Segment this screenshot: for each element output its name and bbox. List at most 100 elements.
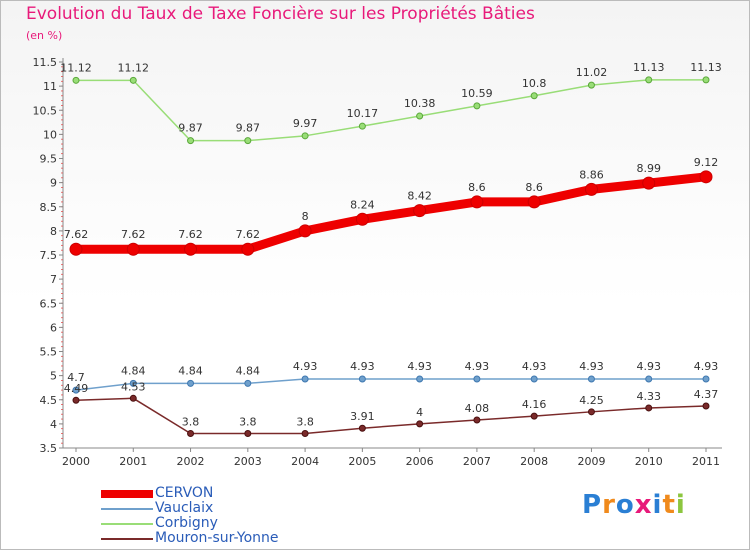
data-point [187,430,195,438]
data-point [72,76,80,84]
data-label: 4.93 [350,360,375,373]
data-point [416,375,424,383]
data-point [129,379,137,387]
series-line-corbigny [75,79,707,142]
legend-swatch [101,523,153,525]
axes: 3.5 4 4.5 5 5.5 6 6.5 7 7.5 8 8.5 9 9.5 10 10.5 11 11.5 2… [33,56,722,468]
data-label: 4.93 [636,360,661,373]
data-point [416,420,424,428]
data-point [527,195,541,209]
data-label: 8.99 [636,162,661,175]
data-point [699,170,713,184]
data-point [184,242,198,256]
data-point [358,122,366,130]
data-label: 4.93 [407,360,432,373]
y-tick-label: 10.5 [33,104,58,117]
data-point [587,375,595,383]
y-tick-label: 8 [50,225,57,238]
x-tick-label: 2001 [119,455,147,468]
data-point [298,224,312,238]
y-tick-label: 4.5 [40,394,58,407]
data-point [530,375,538,383]
legend-label: Mouron-sur-Yonne [155,530,279,546]
data-label: 8.6 [468,181,486,194]
y-tick-label: 9.5 [40,153,58,166]
data-label: 10.8 [522,77,547,90]
x-tick-label: 2007 [463,455,491,468]
data-point [645,404,653,412]
chart-title: Evolution du Taux de Taxe Foncière sur l… [26,4,535,24]
data-point [301,375,309,383]
data-label: 9.87 [178,122,203,135]
data-label: 7.62 [236,228,261,241]
x-tick-label: 2011 [692,455,720,468]
data-label: 4.93 [579,360,604,373]
data-point [187,137,195,145]
data-point [72,386,80,394]
series-line-cervon [71,172,711,254]
data-label: 7.62 [64,228,89,241]
data-point [702,76,710,84]
y-tick-label: 10 [43,128,57,141]
y-tick-label: 7 [50,273,57,286]
data-point [301,430,309,438]
y-tick-label: 3.5 [40,442,58,455]
data-point [473,416,481,424]
data-label: 9.87 [236,122,261,135]
x-tick-label: 2004 [291,455,319,468]
x-tick-label: 2006 [406,455,434,468]
data-point [702,402,710,410]
data-label: 7.62 [178,228,203,241]
x-tick-label: 2008 [520,455,548,468]
data-label: 8.86 [579,168,604,181]
data-point [530,412,538,420]
legend-label: CERVON [155,485,214,501]
data-label: 11.12 [118,61,150,74]
data-label: 4.93 [465,360,490,373]
data-label: 4.93 [293,360,318,373]
data-point [473,375,481,383]
data-point [244,430,252,438]
data-point [645,76,653,84]
chart-subtitle: (en %) [26,29,63,42]
data-point [129,76,137,84]
data-point [244,379,252,387]
data-label: 3.8 [182,416,200,429]
data-point [129,394,137,402]
y-tick-label: 4 [50,418,57,431]
data-label: 10.38 [404,97,436,110]
data-label: 4.7 [67,371,85,384]
data-point [702,375,710,383]
data-point [126,242,140,256]
logo-letter: r [602,490,616,520]
data-label: 3.91 [350,410,375,423]
series-line-mouron-sur-yonne [75,397,707,435]
logo-letter: x [634,490,653,520]
legend-label: Vauclaix [155,500,214,516]
data-label: 11.13 [633,61,665,74]
legend-swatch [101,490,153,498]
data-point [645,375,653,383]
data-point [413,204,427,218]
data-label: 4.08 [465,402,490,415]
data-label: 4.16 [522,398,547,411]
data-point [642,176,656,190]
data-label: 4.53 [121,380,146,393]
data-point [530,92,538,100]
series-line-vauclaix [75,378,707,391]
data-point [244,137,252,145]
data-label: 11.13 [690,61,722,74]
data-point [587,81,595,89]
data-point [416,112,424,120]
data-label: 8.6 [525,181,543,194]
data-label: 3.8 [296,416,314,429]
y-tick-label: 11 [43,80,57,93]
data-point [470,195,484,209]
y-tick-label: 5 [50,370,57,383]
data-label: 11.02 [576,66,608,79]
series-layer [69,76,713,438]
data-label: 10.17 [347,107,379,120]
data-point [301,132,309,140]
data-point [72,396,80,404]
